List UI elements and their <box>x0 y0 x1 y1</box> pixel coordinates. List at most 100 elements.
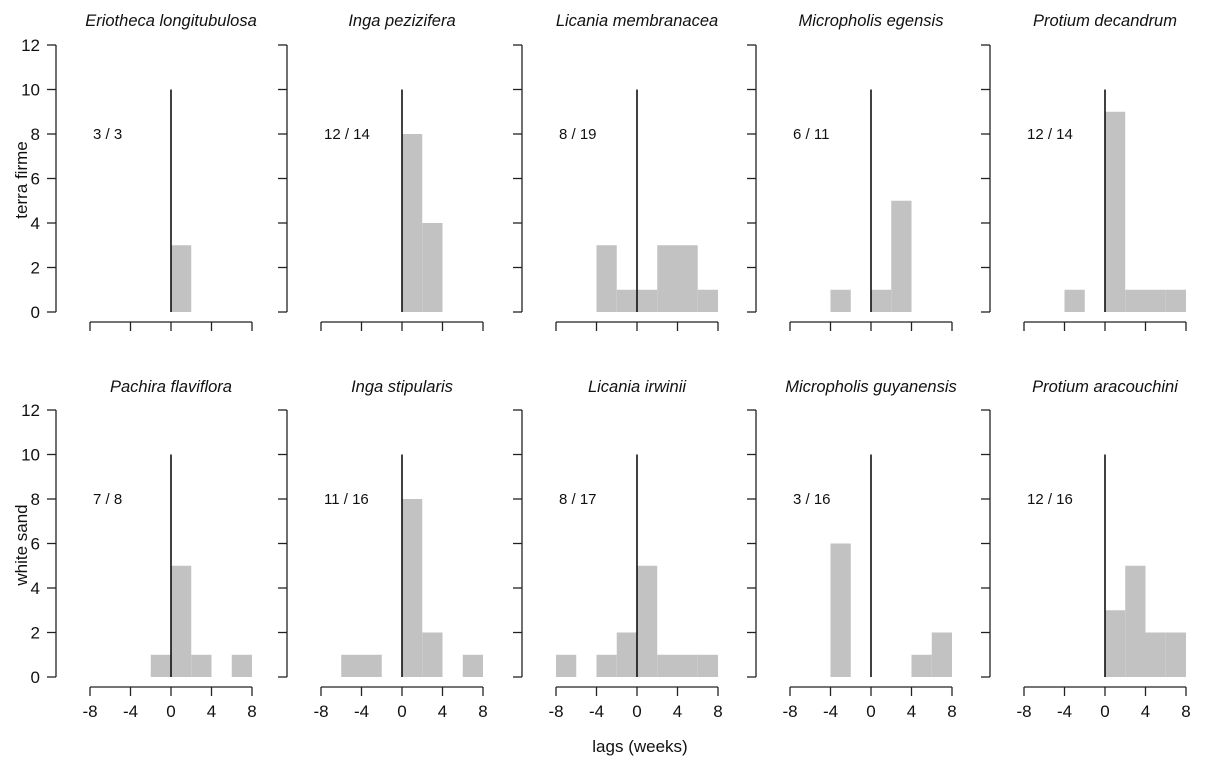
histogram-bar <box>422 223 443 312</box>
x-tick-label: 0 <box>1100 702 1109 721</box>
count-annotation: 8 / 17 <box>559 491 597 508</box>
histogram-bar <box>1105 111 1126 312</box>
histogram-bar <box>830 289 851 312</box>
row-label-white-sand: white sand <box>12 504 31 586</box>
x-tick-label: -4 <box>823 702 838 721</box>
panel-inga-pezizifera: Inga pezizifera 12 / 14 <box>278 12 484 331</box>
x-tick-label: -8 <box>82 702 97 721</box>
panel-title: Micropholis guyanensis <box>785 378 957 396</box>
count-annotation: 8 / 19 <box>559 126 597 143</box>
x-tick-label: -8 <box>548 702 563 721</box>
histogram-bar <box>657 654 678 677</box>
count-annotation: 12 / 14 <box>1027 126 1073 143</box>
x-tick-label: 8 <box>478 702 487 721</box>
histogram-bar <box>657 245 678 312</box>
x-tick-label: 0 <box>632 702 641 721</box>
panel-protium-decandrum: Protium decandrum 12 / 14 <box>981 12 1187 331</box>
x-tick-label: -4 <box>123 702 138 721</box>
x-tick-label: -8 <box>1016 702 1031 721</box>
x-tick-label: 4 <box>207 702 216 721</box>
count-annotation: 3 / 16 <box>793 491 831 508</box>
x-tick-label: -8 <box>782 702 797 721</box>
count-annotation: 12 / 16 <box>1027 491 1073 508</box>
x-tick-label: 0 <box>866 702 875 721</box>
y-tick-label: 12 <box>21 401 40 420</box>
y-tick-label: 6 <box>31 170 40 189</box>
x-tick-label: 8 <box>947 702 956 721</box>
x-tick-label: 8 <box>247 702 256 721</box>
x-tick-label: 0 <box>397 702 406 721</box>
histogram-bar <box>171 565 192 677</box>
panel-title: Micropholis egensis <box>799 12 944 30</box>
panel-inga-stipularis: Inga stipularis -8 -4 0 4 8 11 / 16 <box>278 378 488 721</box>
histogram-bar <box>596 245 617 312</box>
histogram-bar <box>1125 289 1146 312</box>
y-tick-label: 8 <box>31 490 40 509</box>
histogram-bar <box>637 289 658 312</box>
panel-title: Eriotheca longitubulosa <box>85 12 257 30</box>
histogram-bar <box>677 245 698 312</box>
y-tick-label: 4 <box>31 214 40 233</box>
histogram-bar <box>1105 610 1126 677</box>
histogram-bar <box>1145 632 1166 677</box>
panel-eriotheca-longitubulosa: Eriotheca longitubulosa 0 2 4 6 8 10 12 3 / 3 <box>21 12 257 331</box>
panel-title: Inga stipularis <box>351 378 453 396</box>
histogram-bar <box>231 654 252 677</box>
histogram-bar <box>1165 632 1186 677</box>
histogram-bar <box>462 654 483 677</box>
histogram-bar <box>1165 289 1186 312</box>
x-tick-label: -4 <box>589 702 604 721</box>
histogram-bar <box>891 200 912 312</box>
histogram-bar <box>677 654 698 677</box>
x-tick-label: -8 <box>313 702 328 721</box>
x-tick-label: 4 <box>907 702 916 721</box>
panel-pachira-flaviflora: Pachira flaviflora 0 2 4 6 8 10 12 -8 -4 0 4 8 7 / 8 <box>21 378 257 721</box>
histogram-bar <box>341 654 362 677</box>
histogram-bar <box>596 654 617 677</box>
panel-licania-irwinii: Licania irwinii -8 -4 0 4 8 8 / 17 <box>513 378 723 721</box>
count-annotation: 7 / 8 <box>93 491 122 508</box>
count-annotation: 12 / 14 <box>324 126 370 143</box>
y-tick-label: 0 <box>31 303 40 322</box>
panel-title: Inga pezizifera <box>348 12 455 30</box>
x-axis-label: lags (weeks) <box>592 737 687 756</box>
histogram-bar <box>830 543 851 677</box>
histogram-bar <box>616 632 637 677</box>
histogram-bar <box>637 565 658 677</box>
row-label-terra-firme: terra firme <box>12 141 31 218</box>
x-tick-label: 4 <box>1141 702 1150 721</box>
panel-title: Protium decandrum <box>1033 12 1177 30</box>
x-tick-label: 4 <box>438 702 447 721</box>
y-tick-label: 6 <box>31 535 40 554</box>
count-annotation: 6 / 11 <box>793 126 829 143</box>
histogram-bar <box>402 134 423 312</box>
x-tick-label: -4 <box>354 702 369 721</box>
histogram-bar <box>150 654 171 677</box>
y-tick-label: 8 <box>31 125 40 144</box>
count-annotation: 3 / 3 <box>93 126 122 143</box>
histogram-bar <box>1145 289 1166 312</box>
histogram-bar <box>361 654 382 677</box>
panels: Eriotheca longitubulosa 0 2 4 6 8 10 12 3 / 3 Ing… <box>21 12 1191 721</box>
histogram-bar <box>171 245 192 312</box>
x-tick-label: 0 <box>166 702 175 721</box>
x-tick-label: 8 <box>713 702 722 721</box>
y-tick-label: 4 <box>31 579 40 598</box>
y-tick-label: 0 <box>31 668 40 687</box>
histogram-bar <box>191 654 212 677</box>
histogram-bar <box>871 289 892 312</box>
histogram-bar <box>1064 289 1085 312</box>
y-tick-label: 2 <box>31 259 40 278</box>
histogram-bar <box>1125 565 1146 677</box>
histogram-bar <box>697 654 718 677</box>
panel-title: Licania membranacea <box>556 12 718 30</box>
y-tick-label: 10 <box>21 446 40 465</box>
y-tick-label: 2 <box>31 624 40 643</box>
histogram-bar <box>556 654 577 677</box>
histogram-bar <box>402 499 423 677</box>
histogram-bar <box>422 632 443 677</box>
panel-licania-membranacea: Licania membranacea 8 / 19 <box>513 12 719 331</box>
x-tick-label: -4 <box>1057 702 1072 721</box>
panel-protium-aracouchini: Protium aracouchini -8 -4 0 4 8 12 / 16 <box>981 378 1191 721</box>
